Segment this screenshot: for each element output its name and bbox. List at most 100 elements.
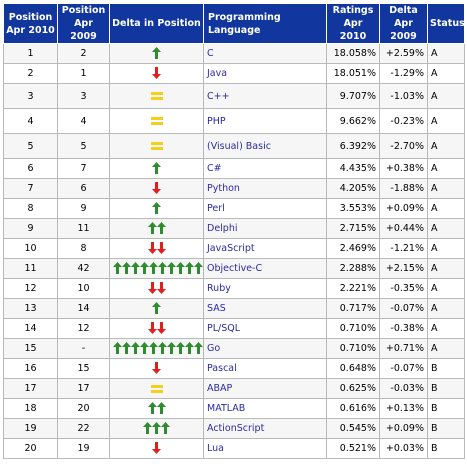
ratings-cell: 9.707% — [326, 83, 380, 109]
position-2010-cell: 10 — [3, 238, 58, 259]
up-arrow-icon — [185, 261, 194, 274]
language-link[interactable]: SAS — [203, 298, 327, 319]
language-name[interactable]: Objective-C — [207, 263, 263, 274]
delta-position-cell — [109, 158, 204, 179]
language-link[interactable]: C — [203, 43, 327, 64]
position-2009-cell: 9 — [57, 198, 110, 219]
position-2009-cell: 15 — [57, 358, 110, 379]
down-arrow-icon — [152, 66, 161, 79]
language-link[interactable]: (Visual) Basic — [203, 133, 327, 159]
down-arrow-icon — [152, 361, 161, 374]
language-link[interactable]: Pascal — [203, 358, 327, 379]
language-name[interactable]: C — [207, 48, 214, 59]
delta-position-cell — [109, 218, 204, 239]
language-name[interactable]: Lua — [207, 443, 224, 454]
language-name[interactable]: C# — [207, 163, 222, 174]
trend-indicator — [147, 321, 166, 335]
language-link[interactable]: ActionScript — [203, 418, 327, 439]
delta-position-cell — [109, 438, 204, 459]
status-cell: B — [427, 418, 465, 439]
up-arrow-icon — [122, 341, 131, 354]
status-cell: A — [427, 338, 465, 359]
language-link[interactable]: Go — [203, 338, 327, 359]
status-cell: A — [427, 63, 465, 84]
header-delta-position: Delta in Position — [109, 3, 204, 44]
table-row: 14 12 PL/SQL 0.710% -0.38% A — [3, 318, 465, 339]
header-status: Status — [427, 3, 465, 44]
language-link[interactable]: Lua — [203, 438, 327, 459]
language-link[interactable]: C# — [203, 158, 327, 179]
language-name[interactable]: ActionScript — [207, 423, 265, 434]
language-link[interactable]: Objective-C — [203, 258, 327, 279]
ratings-cell: 2.469% — [326, 238, 380, 259]
delta-position-cell — [109, 318, 204, 339]
rating-delta-cell: -1.29% — [379, 63, 428, 84]
table-row: 4 4 PHP 9.662% -0.23% A — [3, 108, 465, 134]
table-row: 2 1 Java 18.051% -1.29% A — [3, 63, 465, 84]
rating-delta-cell: +2.59% — [379, 43, 428, 64]
language-link[interactable]: Python — [203, 178, 327, 199]
language-name[interactable]: PHP — [207, 115, 226, 127]
position-2010-cell: 13 — [3, 298, 58, 319]
position-2009-cell: 14 — [57, 298, 110, 319]
down-arrow-icon — [152, 441, 161, 454]
language-name[interactable]: PL/SQL — [207, 323, 241, 334]
status-cell: A — [427, 83, 465, 109]
delta-position-cell — [109, 358, 204, 379]
language-name[interactable]: JavaScript — [207, 243, 255, 254]
language-name[interactable]: Ruby — [207, 283, 231, 294]
language-link[interactable]: ABAP — [203, 378, 327, 399]
trend-indicator — [147, 221, 166, 235]
language-name[interactable]: Perl — [207, 203, 225, 214]
up-arrow-icon — [185, 341, 194, 354]
table-row: 7 6 Python 4.205% -1.88% A — [3, 178, 465, 199]
language-link[interactable]: Ruby — [203, 278, 327, 299]
position-2010-cell: 19 — [3, 418, 58, 439]
up-arrow-icon — [194, 341, 203, 354]
position-2010-cell: 3 — [3, 83, 58, 109]
trend-indicator — [113, 341, 203, 355]
language-name[interactable]: Pascal — [207, 363, 237, 374]
position-2010-cell: 11 — [3, 258, 58, 279]
delta-position-cell — [109, 398, 204, 419]
delta-position-cell — [109, 378, 204, 399]
rating-delta-cell: -0.07% — [379, 298, 428, 319]
language-name[interactable]: SAS — [207, 303, 226, 314]
language-link[interactable]: MATLAB — [203, 398, 327, 419]
up-arrow-icon — [152, 161, 161, 174]
language-link[interactable]: Delphi — [203, 218, 327, 239]
language-link[interactable]: Java — [203, 63, 327, 84]
language-name[interactable]: MATLAB — [207, 403, 246, 414]
table-row: 16 15 Pascal 0.648% -0.07% B — [3, 358, 465, 379]
down-arrow-icon — [152, 181, 161, 194]
position-2010-cell: 5 — [3, 133, 58, 159]
trend-indicator — [152, 361, 161, 375]
status-cell: A — [427, 278, 465, 299]
rating-delta-cell: +0.09% — [379, 418, 428, 439]
position-2009-cell: 17 — [57, 378, 110, 399]
language-link[interactable]: PHP — [203, 108, 327, 134]
language-name[interactable]: (Visual) Basic — [207, 140, 271, 152]
rating-delta-cell: +0.71% — [379, 338, 428, 359]
language-name[interactable]: Go — [207, 343, 221, 354]
up-arrow-icon — [194, 261, 203, 274]
up-arrow-icon — [152, 421, 161, 434]
rating-delta-cell: +0.03% — [379, 438, 428, 459]
language-link[interactable]: Perl — [203, 198, 327, 219]
language-name[interactable]: ABAP — [207, 383, 233, 394]
language-name[interactable]: Delphi — [207, 223, 238, 234]
position-2010-cell: 14 — [3, 318, 58, 339]
language-link[interactable]: JavaScript — [203, 238, 327, 259]
language-name[interactable]: C++ — [207, 90, 230, 102]
trend-indicator — [150, 89, 163, 103]
table-row: 17 17 ABAP 0.625% -0.03% B — [3, 378, 465, 399]
ratings-cell: 0.717% — [326, 298, 380, 319]
position-2010-cell: 20 — [3, 438, 58, 459]
language-name[interactable]: Java — [207, 68, 228, 79]
delta-position-cell — [109, 63, 204, 84]
language-link[interactable]: C++ — [203, 83, 327, 109]
up-arrow-icon — [156, 401, 166, 414]
language-name[interactable]: Python — [207, 183, 240, 194]
language-link[interactable]: PL/SQL — [203, 318, 327, 339]
delta-position-cell — [109, 83, 204, 109]
